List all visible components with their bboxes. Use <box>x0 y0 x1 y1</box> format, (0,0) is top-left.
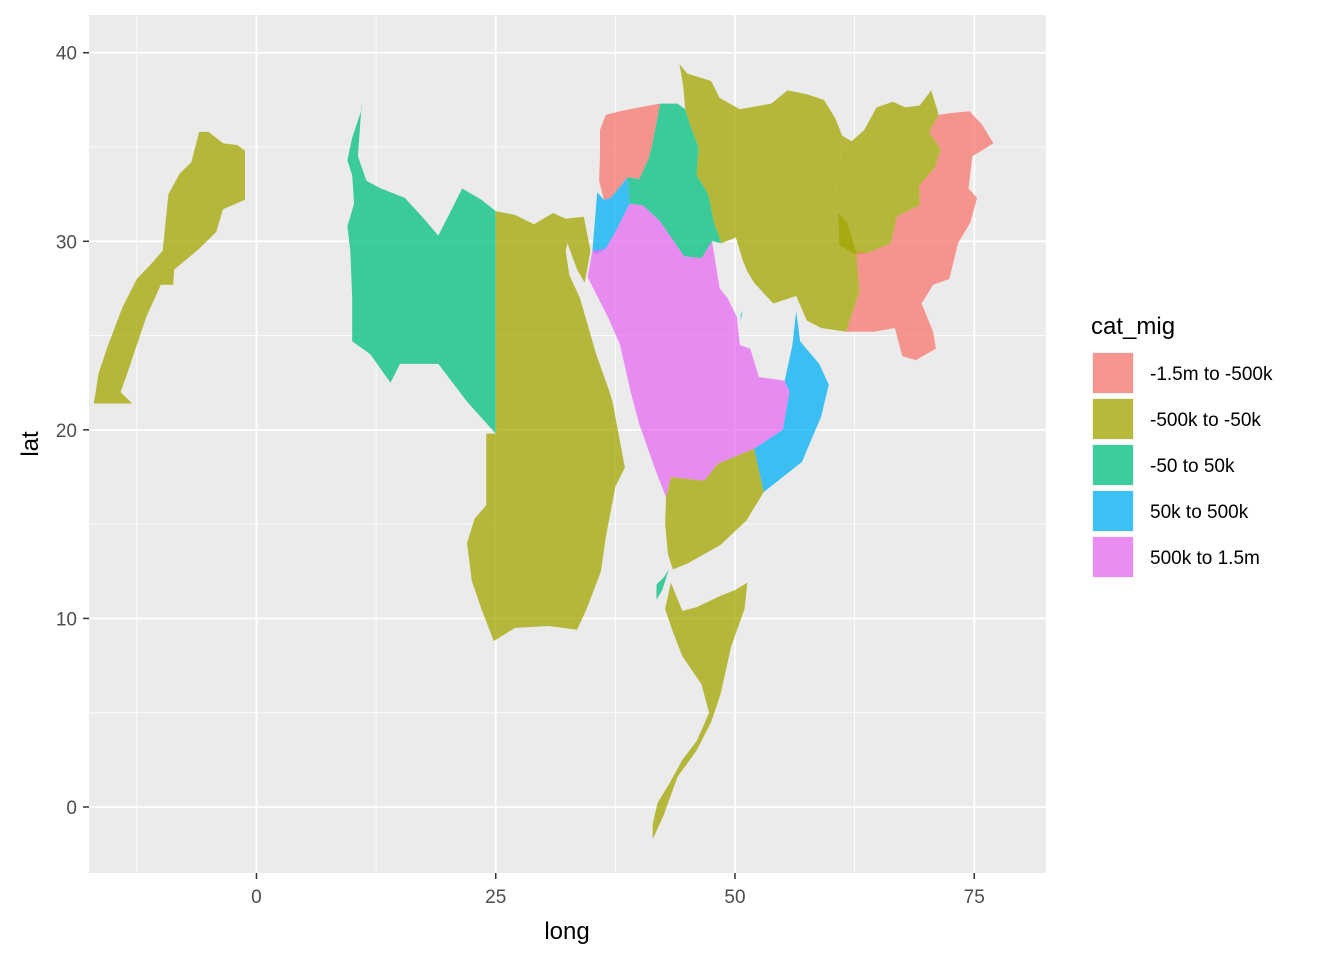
y-axis-ticks: 0 10 20 30 40 <box>56 44 89 819</box>
map-region <box>599 103 661 200</box>
map-region <box>347 103 496 434</box>
y-tick-label: 30 <box>56 232 77 253</box>
map-region <box>627 103 722 259</box>
map-region <box>587 203 790 498</box>
y-tick-label: 20 <box>56 421 77 442</box>
legend-title: cat_mig <box>1091 313 1175 340</box>
legend-label: -500k to -50k <box>1150 410 1261 431</box>
legend-key <box>1093 537 1133 577</box>
map-region <box>754 311 829 493</box>
x-tick-label: 25 <box>485 887 506 908</box>
y-tick-label: 0 <box>66 798 77 819</box>
map-region <box>467 211 625 642</box>
map-region <box>740 311 743 321</box>
x-tick-label: 0 <box>251 887 262 908</box>
x-tick-label: 75 <box>964 887 985 908</box>
map-region <box>679 64 860 332</box>
legend-label: -1.5m to -500k <box>1150 364 1273 385</box>
legend-items: -1.5m to -500k -500k to -50k -50 to 50k 50k… <box>1092 352 1273 578</box>
legend-key <box>1093 445 1133 485</box>
x-axis-title: long <box>544 918 589 945</box>
x-tick-label: 50 <box>724 887 745 908</box>
map-regions <box>93 64 994 840</box>
x-axis-ticks: 0 25 50 75 <box>251 873 985 908</box>
map-region <box>846 111 994 361</box>
map-region <box>652 582 748 840</box>
y-axis-title: lat <box>17 431 44 457</box>
legend-label: 50k to 500k <box>1150 502 1249 523</box>
legend-key <box>1093 399 1133 439</box>
map-region <box>592 177 630 255</box>
legend-label: 500k to 1.5m <box>1150 548 1260 569</box>
y-tick-label: 40 <box>56 44 77 65</box>
map-region <box>836 90 941 255</box>
legend-key <box>1093 353 1133 393</box>
legend: cat_mig -1.5m to -500k -500k to -50k -50 t… <box>1091 313 1273 578</box>
map-region <box>93 131 245 404</box>
legend-label: -50 to 50k <box>1150 456 1235 477</box>
legend-key <box>1093 491 1133 531</box>
map-region <box>656 569 669 600</box>
map-region <box>665 448 764 570</box>
y-tick-label: 10 <box>56 609 77 630</box>
